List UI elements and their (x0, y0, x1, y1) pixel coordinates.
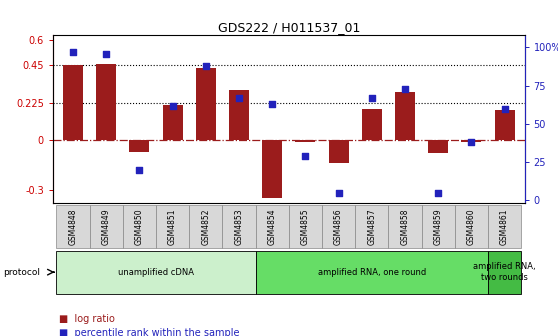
Point (69, 49, 78, 55)
Text: GSM4849: GSM4849 (102, 208, 110, 245)
Text: GSM4859: GSM4859 (434, 208, 442, 245)
FancyBboxPatch shape (488, 205, 521, 248)
Bar (63, 65, 83, 140)
Bar (494, 110, 514, 140)
Point (334, 190, 343, 195)
FancyBboxPatch shape (488, 251, 521, 294)
Text: GSM4848: GSM4848 (69, 209, 78, 245)
Text: GSM4854: GSM4854 (268, 208, 277, 245)
Point (467, 139, 476, 145)
Bar (395, 92, 415, 140)
Text: GSM4850: GSM4850 (135, 208, 144, 245)
Text: GSM4852: GSM4852 (201, 209, 210, 245)
Point (401, 86, 410, 91)
FancyBboxPatch shape (123, 205, 156, 248)
Text: unamplified cDNA: unamplified cDNA (118, 268, 194, 277)
FancyBboxPatch shape (355, 205, 388, 248)
FancyBboxPatch shape (256, 251, 488, 294)
FancyBboxPatch shape (322, 205, 355, 248)
Title: GDS222 / H011537_01: GDS222 / H011537_01 (218, 21, 360, 34)
Point (168, 103, 177, 108)
Point (268, 101, 277, 107)
Bar (461, 140, 482, 142)
Point (102, 51, 110, 56)
Point (301, 153, 310, 159)
FancyBboxPatch shape (256, 205, 289, 248)
FancyBboxPatch shape (455, 205, 488, 248)
Bar (196, 68, 216, 140)
Text: ■  log ratio: ■ log ratio (59, 314, 114, 324)
FancyBboxPatch shape (388, 205, 422, 248)
Bar (96, 64, 116, 140)
Point (201, 63, 210, 69)
Bar (129, 140, 150, 152)
Text: ■  percentile rank within the sample: ■ percentile rank within the sample (59, 328, 239, 336)
Text: GSM4853: GSM4853 (234, 208, 243, 245)
Text: GSM4861: GSM4861 (500, 209, 509, 245)
FancyBboxPatch shape (289, 205, 322, 248)
Point (500, 106, 509, 111)
Bar (229, 90, 249, 140)
FancyBboxPatch shape (56, 251, 256, 294)
FancyBboxPatch shape (89, 205, 123, 248)
Bar (295, 140, 315, 142)
Bar (428, 140, 448, 153)
FancyBboxPatch shape (422, 205, 455, 248)
Text: amplified RNA, one round: amplified RNA, one round (318, 268, 426, 277)
Point (234, 95, 243, 100)
Bar (362, 109, 382, 140)
Text: GSM4858: GSM4858 (401, 209, 410, 245)
Bar (329, 140, 349, 163)
Text: GSM4855: GSM4855 (301, 208, 310, 245)
FancyBboxPatch shape (56, 205, 89, 248)
FancyBboxPatch shape (189, 205, 222, 248)
FancyBboxPatch shape (222, 205, 256, 248)
FancyBboxPatch shape (156, 205, 189, 248)
Text: GSM4857: GSM4857 (367, 208, 376, 245)
Text: GSM4860: GSM4860 (467, 208, 476, 245)
Text: protocol: protocol (3, 268, 40, 277)
Point (135, 167, 144, 172)
Bar (162, 105, 182, 140)
Text: amplified RNA,
two rounds: amplified RNA, two rounds (473, 262, 536, 282)
Bar (262, 140, 282, 198)
Text: GSM4851: GSM4851 (168, 209, 177, 245)
Point (367, 95, 376, 100)
Point (434, 190, 442, 195)
Text: GSM4856: GSM4856 (334, 208, 343, 245)
